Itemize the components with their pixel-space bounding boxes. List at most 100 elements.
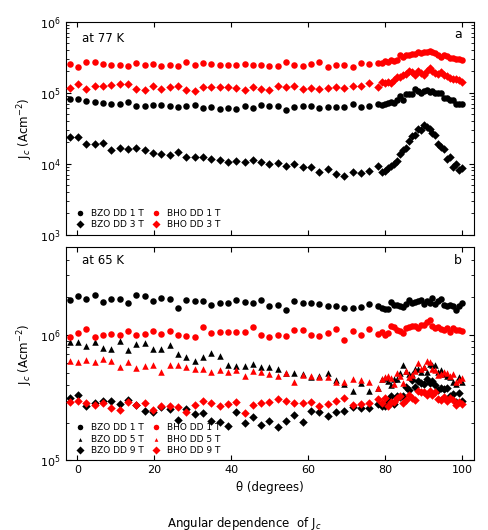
Point [290, 369, 298, 377]
Point [74, 358, 82, 366]
Point [215, 104, 223, 113]
Point [410, 50, 418, 58]
Point [65, 398, 73, 407]
Point [446, 328, 453, 336]
Point [451, 75, 459, 83]
Point [132, 85, 140, 93]
Point [380, 331, 387, 339]
Point [416, 89, 424, 98]
Point [434, 322, 442, 331]
Point [392, 368, 400, 377]
Point [82, 96, 90, 105]
Point [340, 61, 347, 69]
Point [82, 85, 90, 93]
Point [74, 391, 82, 400]
Point [431, 69, 439, 78]
Point [257, 84, 264, 93]
Point [265, 101, 273, 110]
Point [174, 147, 182, 156]
Point [365, 167, 372, 175]
Point [398, 361, 406, 369]
Point [448, 378, 456, 386]
Point [440, 367, 447, 376]
Point [398, 146, 406, 154]
Point [425, 359, 432, 368]
Point [422, 66, 429, 75]
Point [451, 398, 459, 406]
Point [99, 355, 107, 364]
Point [199, 397, 206, 405]
Point [290, 399, 298, 408]
Point [99, 99, 107, 107]
Point [431, 361, 439, 369]
Point [410, 322, 418, 330]
Point [91, 140, 99, 148]
Point [437, 53, 445, 61]
Point [348, 82, 356, 91]
Point [422, 297, 429, 305]
Point [404, 322, 411, 331]
Point [132, 364, 140, 372]
Point [427, 66, 435, 75]
Point [240, 85, 248, 94]
Point [116, 144, 123, 153]
Point [315, 408, 323, 417]
Point [165, 101, 173, 110]
Point [383, 99, 391, 107]
Point [265, 398, 273, 407]
Point [383, 77, 391, 86]
Point [348, 387, 356, 395]
Point [116, 331, 123, 340]
Point [157, 368, 165, 377]
Point [165, 151, 173, 159]
Point [298, 84, 306, 93]
Point [431, 381, 439, 389]
Point [306, 331, 314, 339]
Point [458, 78, 466, 86]
Point [149, 405, 157, 414]
Point [434, 70, 442, 78]
Point [65, 333, 73, 341]
Point [410, 367, 418, 376]
Point [165, 341, 173, 349]
Point [455, 302, 463, 311]
Point [190, 401, 198, 410]
Point [74, 95, 82, 103]
Point [65, 95, 73, 104]
Point [199, 104, 206, 112]
Point [199, 59, 206, 67]
Point [413, 324, 421, 333]
Point [116, 80, 123, 88]
Point [157, 294, 165, 302]
Point [315, 332, 323, 340]
Point [380, 402, 387, 411]
Point [380, 100, 387, 108]
Point [207, 154, 215, 163]
Point [165, 295, 173, 304]
Point [149, 149, 157, 157]
Point [422, 375, 429, 383]
Point [431, 324, 439, 332]
Point [404, 391, 411, 400]
Point [207, 329, 215, 338]
Point [199, 409, 206, 417]
Point [419, 388, 427, 396]
Point [416, 296, 424, 304]
Point [437, 384, 445, 392]
Point [448, 163, 456, 171]
Point [448, 54, 456, 63]
Point [448, 323, 456, 332]
Point [315, 167, 323, 176]
Point [331, 397, 339, 405]
Point [74, 338, 82, 346]
Point [282, 417, 289, 426]
Point [265, 417, 273, 426]
Point [107, 344, 115, 353]
Point [365, 377, 372, 386]
Point [265, 370, 273, 378]
Point [174, 304, 182, 312]
Point [386, 162, 394, 170]
Point [392, 375, 400, 383]
Point [207, 417, 215, 425]
Point [395, 392, 403, 400]
